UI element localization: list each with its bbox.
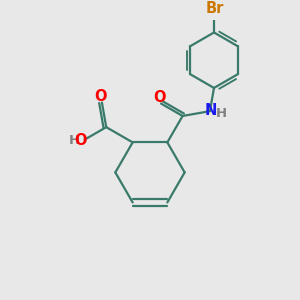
Text: O: O	[94, 89, 107, 104]
Text: N: N	[205, 103, 217, 118]
Text: O: O	[74, 133, 87, 148]
Text: H: H	[216, 107, 227, 120]
Text: O: O	[153, 90, 166, 105]
Text: Br: Br	[206, 1, 224, 16]
Text: H: H	[68, 134, 80, 147]
